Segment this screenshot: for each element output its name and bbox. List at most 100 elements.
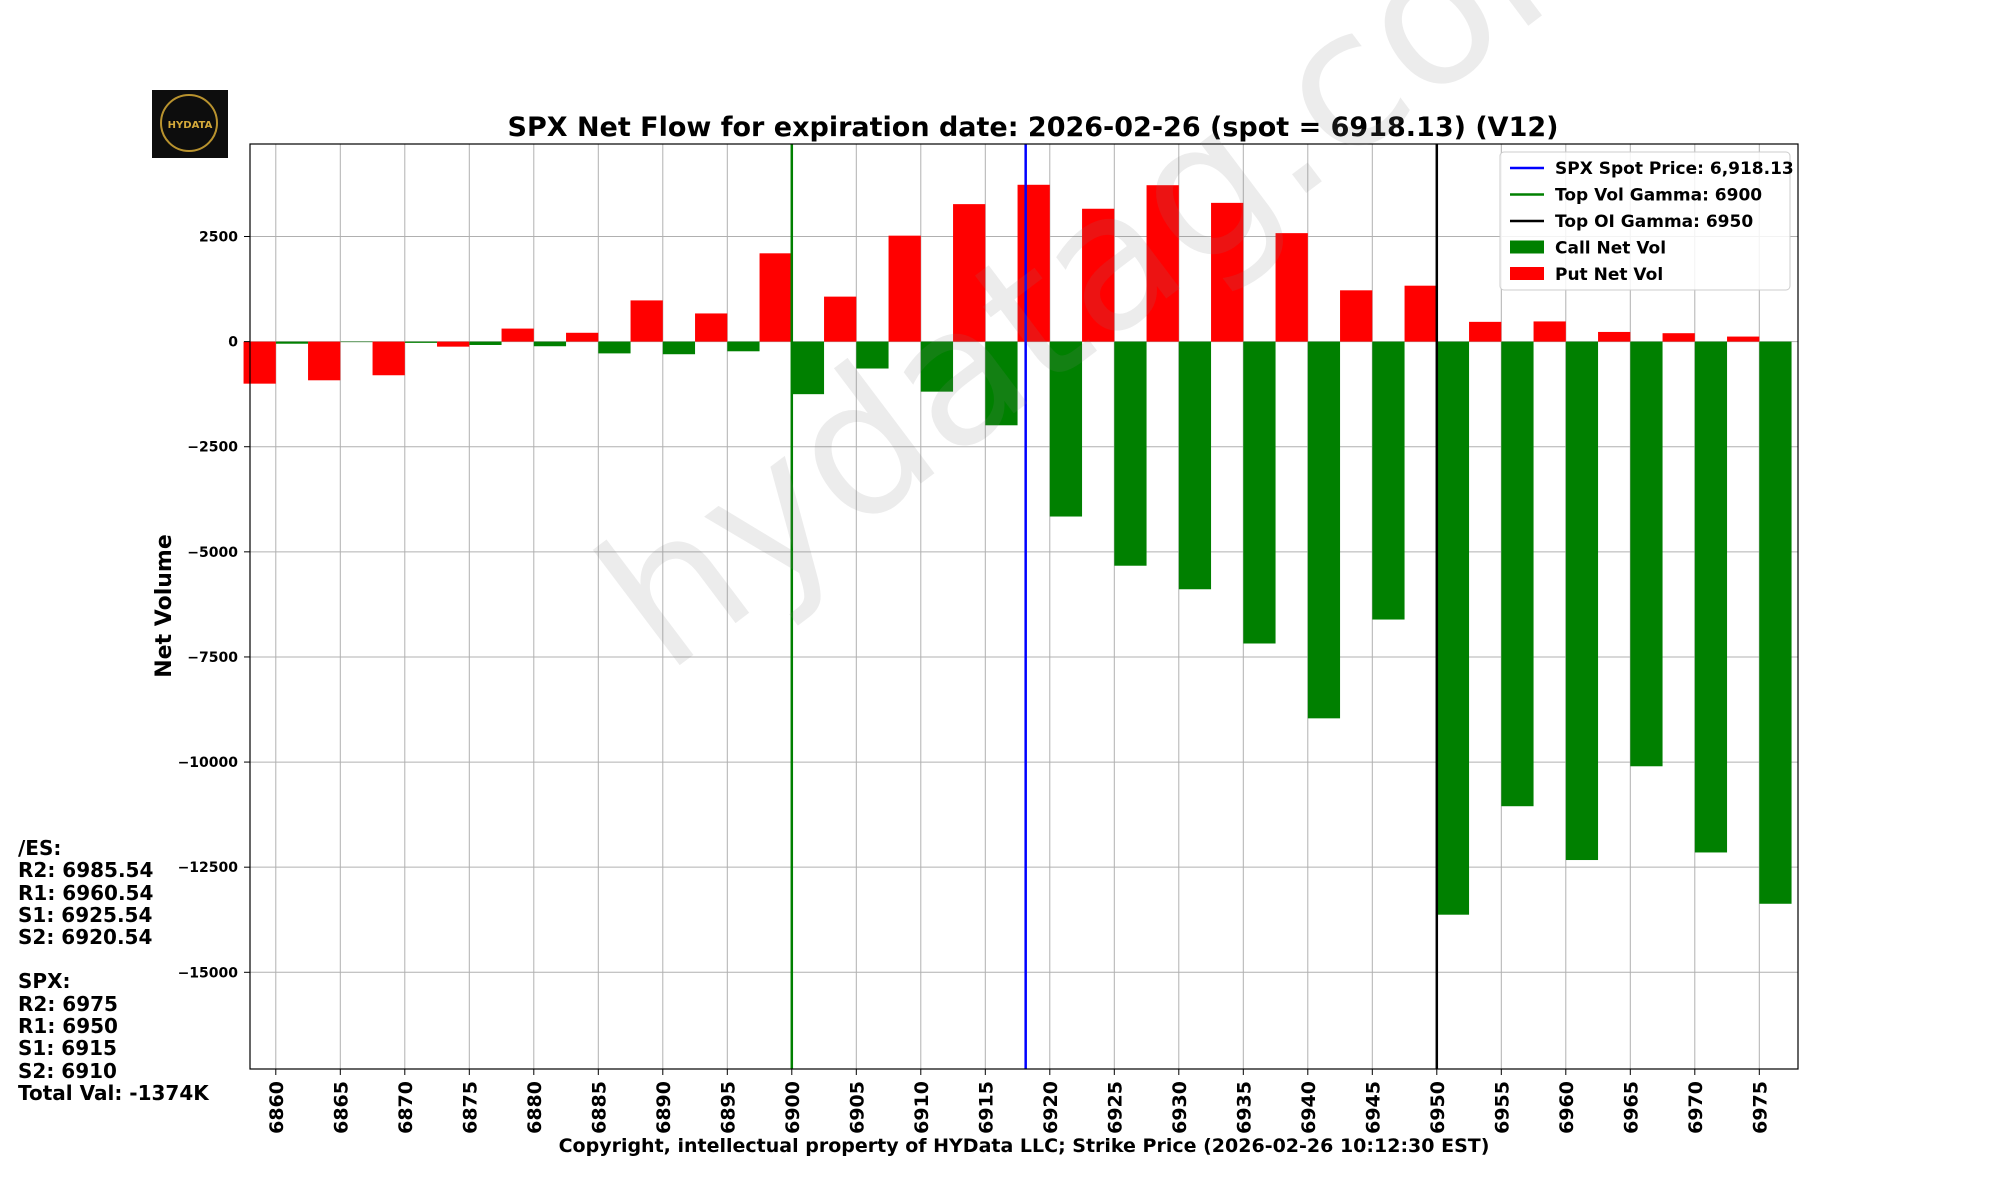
legend: SPX Spot Price: 6,918.13 Top Vol Gamma: 6… — [1499, 151, 1794, 291]
put-net-vol-bar — [824, 296, 857, 342]
call-net-vol-bar — [1243, 341, 1276, 644]
put-net-vol-bar — [243, 341, 276, 384]
y-tick-label: −12500 — [178, 860, 239, 876]
put-net-vol-bar — [1662, 333, 1695, 342]
put-net-vol-bar — [695, 313, 728, 342]
y-axis-label: Net Volume — [152, 534, 177, 678]
x-tick-label: 6975 — [1749, 1081, 1771, 1134]
x-tick-label: 6885 — [588, 1081, 610, 1134]
put-net-vol-bar — [759, 253, 792, 342]
put-net-vol-bar — [888, 235, 921, 342]
call-net-vol-bar — [404, 341, 438, 343]
put-net-vol-bar — [566, 332, 599, 342]
call-net-vol-bar — [1565, 341, 1599, 861]
put-net-vol-bar — [308, 341, 341, 381]
reference-lines — [790, 144, 1439, 1069]
call-net-vol-bar — [985, 341, 1018, 426]
put-net-vol-bar — [501, 328, 534, 342]
x-tick-label: 6935 — [1233, 1081, 1255, 1134]
call-net-vol-bar — [856, 341, 889, 369]
call-net-vol-bar — [1436, 341, 1470, 915]
x-axis-label: Copyright, intellectual property of HYDa… — [559, 1135, 1490, 1157]
x-tick-label: 6900 — [782, 1081, 804, 1134]
call-net-vol-bar — [1178, 341, 1212, 590]
legend-label: SPX Spot Price: 6,918.13 — [1555, 159, 1794, 179]
legend-label: Top OI Gamma: 6950 — [1555, 212, 1753, 232]
x-tick-label: 6865 — [330, 1081, 352, 1134]
x-tick-label: 6910 — [911, 1081, 933, 1134]
y-tick-label: −2500 — [187, 440, 238, 456]
put-net-vol-bar — [953, 204, 986, 342]
logo-text: HYDATA — [167, 120, 213, 131]
call-net-vol-bar — [1501, 341, 1534, 807]
put-net-vol-bar — [1017, 184, 1050, 342]
chart-title: SPX Net Flow for expiration date: 2026-0… — [508, 112, 1559, 143]
put-net-vol-bar — [1404, 285, 1437, 342]
put-net-vol-bar — [1727, 336, 1760, 342]
legend-label: Put Net Vol — [1555, 265, 1663, 285]
put-net-vol-bar — [1533, 321, 1566, 342]
x-tick-label: 6925 — [1104, 1081, 1126, 1134]
call-net-vol-bar — [533, 341, 567, 347]
es-level: S1: 6925.54 — [18, 902, 153, 927]
put-net-vol-bar — [1598, 331, 1631, 342]
put-net-vol-bar — [630, 300, 663, 342]
total-value: Total Val: -1374K — [18, 1080, 209, 1105]
y-tick-label: −15000 — [178, 965, 239, 981]
y-tick-label: −7500 — [187, 650, 238, 666]
call-net-vol-bar — [598, 341, 631, 354]
call-net-vol-bar — [1372, 341, 1405, 620]
call-net-vol-bar — [1307, 341, 1341, 719]
hydata-logo: HYDATA — [152, 90, 228, 158]
x-tick-label: 6870 — [395, 1081, 417, 1134]
x-tick-label: 6920 — [1040, 1081, 1062, 1134]
x-tick-label: 6905 — [846, 1081, 868, 1134]
plot-frame — [249, 143, 1799, 1070]
legend-patch-swatch — [1510, 267, 1544, 280]
x-tick-label: 6945 — [1362, 1081, 1384, 1134]
spx-level: S1: 6915 — [18, 1036, 117, 1061]
call-net-vol-bar — [1049, 341, 1083, 517]
x-tick-label: 6950 — [1427, 1081, 1449, 1134]
logo-ring — [160, 94, 218, 152]
es-level: R2: 6985.54 — [18, 858, 154, 883]
call-net-vol-bar — [920, 341, 954, 392]
y-tick-label: 0 — [228, 335, 238, 351]
call-net-vol-bar — [1759, 341, 1792, 904]
spx-level: R2: 6975 — [18, 991, 118, 1016]
put-net-vol-bar — [1275, 233, 1308, 342]
y-tick-label: 2500 — [199, 230, 238, 246]
x-tick-label: 6960 — [1556, 1081, 1578, 1134]
call-net-vol-bar — [1630, 341, 1663, 767]
x-tick-label: 6940 — [1298, 1081, 1320, 1134]
spx-header: SPX: — [18, 969, 71, 994]
x-tick-label: 6970 — [1685, 1081, 1707, 1134]
x-tick-label: 6875 — [459, 1081, 481, 1134]
put-net-vol-bar — [1146, 185, 1179, 342]
y-tick-label: −10000 — [178, 755, 239, 771]
x-tick-label: 6860 — [266, 1081, 288, 1134]
x-axis-ticks: 6860 6865 6870 6875 6880 6885 6890 6895 6900 6905… — [266, 1069, 1771, 1134]
levels-panel: /ES: R2: 6985.54 R1: 6960.54 S1: 6925.54… — [18, 836, 209, 1105]
call-net-vol-bar — [791, 341, 825, 395]
put-net-vol-bar — [372, 341, 405, 376]
put-net-vol-bar — [437, 341, 470, 347]
put-net-vol-bar — [1469, 321, 1502, 342]
call-net-vol-bar — [469, 341, 502, 345]
x-tick-label: 6955 — [1491, 1081, 1513, 1134]
x-tick-label: 6895 — [717, 1081, 739, 1134]
call-net-vol-bar — [275, 341, 309, 344]
call-net-vol-bar — [1114, 341, 1147, 566]
es-header: /ES: — [18, 836, 62, 860]
call-net-vol-bar — [727, 341, 760, 352]
put-net-vol-bar — [1340, 290, 1373, 342]
x-tick-label: 6930 — [1169, 1081, 1191, 1134]
x-tick-label: 6915 — [975, 1081, 997, 1134]
x-tick-label: 6965 — [1620, 1081, 1642, 1134]
put-net-vol-bar — [1211, 202, 1244, 342]
x-tick-label: 6880 — [524, 1081, 546, 1134]
put-net-vol-bar — [1082, 208, 1115, 342]
spx-level: R1: 6950 — [18, 1014, 118, 1039]
call-net-vol-bar — [340, 341, 373, 343]
